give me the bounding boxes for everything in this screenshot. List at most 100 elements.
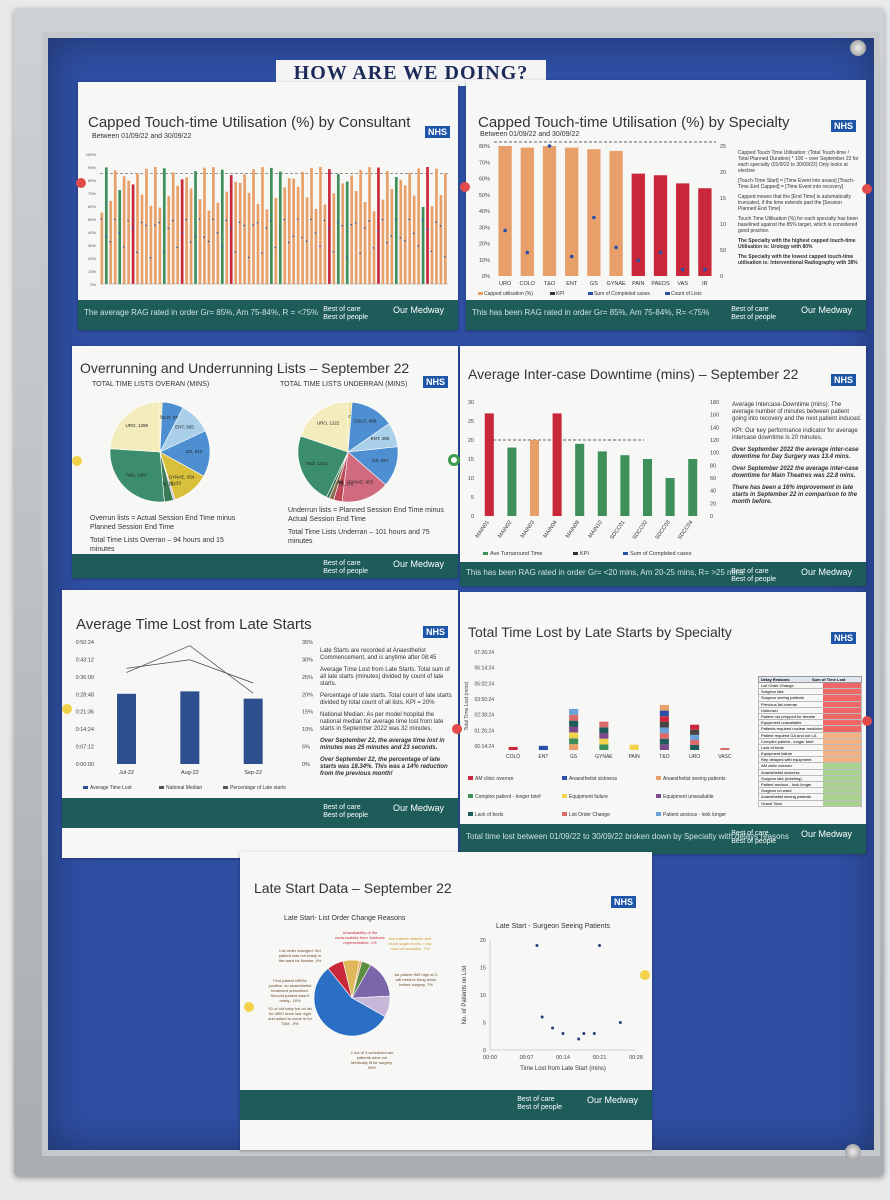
bar xyxy=(149,205,153,284)
point xyxy=(305,240,308,242)
legend-swatch xyxy=(562,812,567,816)
legend-item: List Order Change xyxy=(562,812,656,819)
y-tick-label: 0:07:12 xyxy=(76,745,94,751)
panel-late-start-data: Late Start Data – September 22 NHS Late … xyxy=(240,852,652,1150)
legend-label: AM clinic overran xyxy=(475,776,514,782)
bar xyxy=(653,175,668,276)
point xyxy=(372,247,375,249)
x-tick-label: PAIN xyxy=(628,754,640,760)
completed-cases-point xyxy=(547,144,552,148)
best-of-care-text: Best of care Best of people xyxy=(731,306,776,321)
scatter-point xyxy=(618,1021,622,1024)
point xyxy=(207,240,210,243)
y-tick-label: 0:43:12 xyxy=(76,657,94,663)
consultant-bar-chart: 0%10%20%30%40%50%60%70%80%90%100%COLOENT… xyxy=(86,152,448,314)
point xyxy=(243,224,245,227)
table-cell: Surgeon late (meeting) xyxy=(761,775,802,781)
panel-notes: Late Starts are recorded at Anaesthetist… xyxy=(320,648,452,777)
bar xyxy=(368,167,371,284)
x-tick-label: Sep-22 xyxy=(244,770,262,776)
scatter-point xyxy=(535,944,539,947)
table-rag-cell xyxy=(823,800,861,806)
panel-title: Capped Touch-time Utilisation (%) by Spe… xyxy=(478,114,790,131)
underrun-definition: Underrun lists = Planned Session End Tim… xyxy=(288,507,444,523)
bar xyxy=(642,459,653,516)
legend-item: Patient anxious - look longer xyxy=(656,812,750,819)
pie-slice xyxy=(109,448,165,503)
legend-swatch xyxy=(550,292,555,295)
bar xyxy=(328,169,331,284)
completed-cases-point xyxy=(636,258,641,263)
legend-label: Average Time Lost xyxy=(90,785,132,791)
table-cell: Equipment failure xyxy=(761,751,793,757)
bar xyxy=(118,190,122,284)
pin-icon xyxy=(862,716,872,726)
stacked-segment xyxy=(690,729,700,735)
bar xyxy=(676,183,690,276)
legend-label: Count of Lists xyxy=(671,291,702,297)
pin-icon xyxy=(452,724,462,734)
point xyxy=(167,227,170,230)
legend-swatch xyxy=(656,812,661,816)
y-tick-label: 0 xyxy=(471,514,474,520)
panel-subtitle: Between 01/09/22 and 30/09/22 xyxy=(92,133,192,140)
table-cell: Surgeon seeing patients xyxy=(761,695,805,701)
x-tick-label: 00:07 xyxy=(520,1055,534,1061)
bar xyxy=(122,176,126,284)
point xyxy=(363,227,366,229)
table-rag-cell xyxy=(823,713,861,720)
legend-item: Anaesthetist seeing patients xyxy=(656,776,750,783)
scatter-point xyxy=(577,1037,581,1041)
point xyxy=(158,221,161,224)
x-tick-label: COLO xyxy=(520,281,536,287)
y2-tick-label: 0 xyxy=(710,514,713,520)
point xyxy=(189,241,192,243)
x-tick-label: MAIN02 xyxy=(497,520,513,540)
point xyxy=(408,218,410,221)
pie-label: VASC, 40 xyxy=(151,414,171,419)
y-tick-label: 07:26:24 xyxy=(475,650,495,656)
table-row: Anaesthetist sickness xyxy=(758,769,862,776)
table-cell: Previous list overran xyxy=(761,701,798,707)
point xyxy=(122,246,125,248)
pin-icon xyxy=(76,178,86,188)
bar xyxy=(256,203,260,284)
legend-swatch xyxy=(562,776,567,780)
overrun-definition: Overrun lists = Actual Session End Time … xyxy=(90,515,236,531)
table-row: AM clinic overran xyxy=(758,763,862,770)
y-tick-label: 15 xyxy=(468,457,474,463)
x-tick-label: PAEDS xyxy=(651,281,670,287)
point xyxy=(270,219,272,222)
point xyxy=(350,223,352,226)
y2-tick-label: 100 xyxy=(710,451,719,457)
point xyxy=(105,236,107,238)
x-tick-label: COLO xyxy=(506,754,520,760)
completed-cases-point xyxy=(703,267,707,272)
stacked-segment xyxy=(629,744,639,750)
legend-swatch xyxy=(159,786,164,789)
legend-swatch xyxy=(83,786,88,789)
y-tick-label: 50% xyxy=(479,193,490,199)
table-rag-cell xyxy=(823,701,861,707)
specialty-bar-chart: 0% 10% 20% 30% 40% 50% 60% 70% 80% 0 50 100 150 200 25… xyxy=(478,141,726,297)
x-tick-label: URO xyxy=(689,754,700,760)
stacked-segment xyxy=(599,732,609,739)
table-cell: Lack of beds xyxy=(761,744,784,750)
stacked-segment xyxy=(720,748,730,750)
point xyxy=(221,245,223,248)
point xyxy=(412,232,415,235)
our-medway-logo: Our Medway xyxy=(392,803,444,813)
point xyxy=(292,235,294,238)
legend-label: Patient anxious - look longer xyxy=(663,812,727,818)
stacked-segment xyxy=(659,727,669,734)
pie-label: COLO, 373 xyxy=(157,415,180,420)
pie-slice xyxy=(297,435,349,498)
pie-label: 1st patient INR high at 3, will need to b… xyxy=(394,972,438,987)
footer-text: Total time lost between 01/09/22 to 30/0… xyxy=(466,832,789,841)
y-tick-label: 20 xyxy=(480,938,486,944)
y2-tick-label: 40 xyxy=(710,489,716,495)
best-of-care-text: Best of care Best of people xyxy=(731,568,776,583)
panel-title: Average Time Lost from Late Starts xyxy=(76,616,312,633)
x-tick-label: MAIN01 xyxy=(475,520,491,540)
bar xyxy=(243,698,263,764)
